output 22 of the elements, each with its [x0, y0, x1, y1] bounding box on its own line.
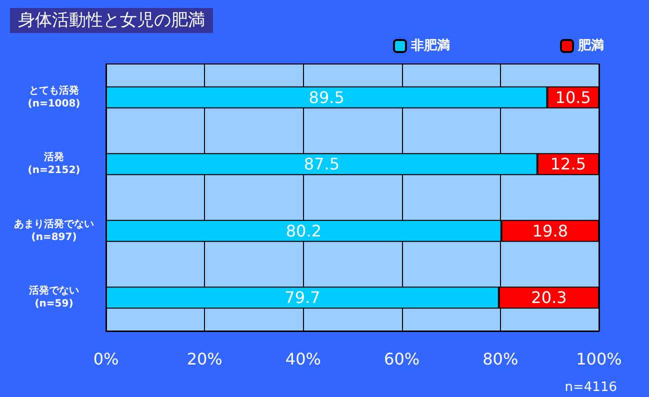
data-label: 89.5 — [308, 88, 344, 107]
data-label: 80.2 — [286, 221, 322, 240]
legend-label: 肥満 — [577, 38, 604, 54]
y-tick-label: 活発 (n=2152) — [28, 151, 80, 176]
data-label: 19.8 — [532, 221, 568, 240]
x-tick-label: 100% — [576, 350, 622, 368]
x-tick-label: 0% — [93, 350, 119, 368]
y-tick-label: とても活発 (n=1008) — [28, 84, 80, 110]
chart-title: 身体活動性と女児の肥満 — [18, 10, 205, 30]
data-label: 12.5 — [550, 154, 586, 174]
data-label: 10.5 — [555, 88, 591, 107]
x-tick-label: 60% — [384, 350, 420, 368]
x-tick-label: 80% — [482, 350, 518, 368]
text: n=4116 — [564, 380, 618, 395]
data-label: 87.5 — [304, 154, 340, 174]
x-tick-label: 20% — [186, 350, 222, 368]
y-tick-label: 活発でない (n=59) — [28, 284, 79, 310]
y-tick-label: あまり活発でない (n=897) — [14, 218, 94, 243]
data-label: 20.3 — [531, 288, 567, 308]
x-tick-label: 40% — [285, 350, 321, 368]
legend-label: 非肥満 — [410, 38, 450, 54]
data-label: 79.7 — [284, 288, 320, 308]
